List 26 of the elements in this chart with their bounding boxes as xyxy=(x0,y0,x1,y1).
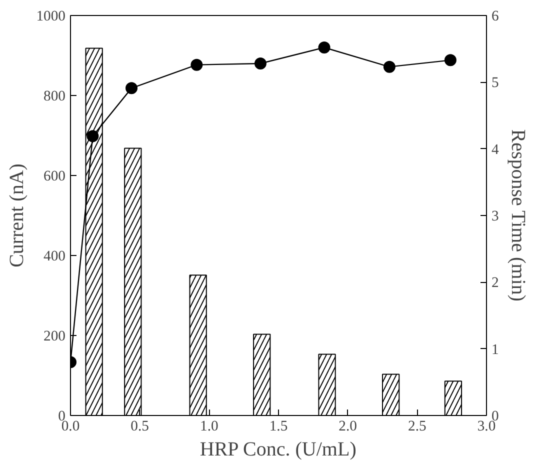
point xyxy=(444,54,456,66)
y-axis-title: Current (nA) xyxy=(6,164,28,268)
y2-tick-label: 3 xyxy=(492,208,499,224)
y-tick-label: 600 xyxy=(44,168,66,184)
y2-tick-label: 1 xyxy=(492,342,499,358)
point xyxy=(383,60,396,73)
y2-tick-label: 4 xyxy=(492,142,500,158)
x-tick-label: 1.5 xyxy=(269,418,288,434)
y-tick-label: 1000 xyxy=(36,8,66,24)
x-tick-label: 1.0 xyxy=(200,418,218,434)
point xyxy=(190,58,203,71)
point xyxy=(126,82,138,94)
x-tick-label: 2.0 xyxy=(338,418,357,434)
y2-tick-label: 6 xyxy=(492,8,499,24)
x-tick-label: 2.5 xyxy=(408,418,426,434)
x-tick-label: 0.5 xyxy=(130,418,149,434)
y-tick-label: 800 xyxy=(44,88,66,104)
y2-tick-label: 2 xyxy=(492,275,499,292)
x-axis-title: HRP Conc. (U/mL) xyxy=(200,438,356,460)
y2-axis-title: Response Time (min) xyxy=(506,129,529,302)
y-tick-label: 200 xyxy=(44,328,66,344)
point xyxy=(86,130,99,142)
point xyxy=(254,58,266,70)
y2-tick-label: 5 xyxy=(492,75,499,92)
y-tick-label: 400 xyxy=(44,248,66,264)
point xyxy=(318,42,330,54)
